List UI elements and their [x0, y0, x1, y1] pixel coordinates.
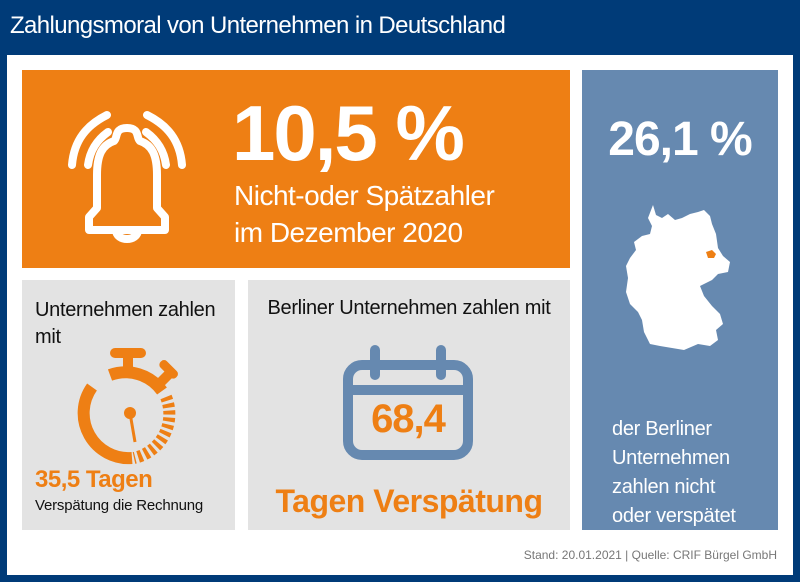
berlin-delay-footer: Tagen Verspätung	[275, 483, 543, 519]
berlin-share-card: 26,1 % der Berliner Unternehmen zahlen n…	[582, 70, 778, 530]
late-payers-label: Nicht-oder Spätzahler im Dezember 2020	[234, 177, 495, 251]
berlin-delay-value: 68,4	[371, 397, 446, 441]
berlin-share-text-line1: der Berliner	[612, 418, 712, 440]
delay-days-value: 35,5 Tagen	[35, 466, 153, 493]
delay-days-heading-line1: Unternehmen zahlen	[35, 299, 216, 321]
berlin-share-text-line3: zahlen nicht	[612, 476, 716, 498]
delay-days-heading-line2: mit	[35, 326, 61, 348]
berlin-share-value: 26,1 %	[608, 113, 752, 166]
berlin-delay-heading: Berliner Unternehmen zahlen mit	[267, 297, 551, 319]
berlin-region	[706, 250, 716, 258]
page-title: Zahlungsmoral von Unternehmen in Deutsch…	[10, 12, 506, 39]
germany-map-icon	[626, 205, 730, 350]
late-payers-label-line2: im Dezember 2020	[234, 217, 463, 248]
berlin-delay-card: Berliner Unternehmen zahlen mit 68,4 Tag…	[248, 280, 570, 530]
infographic-panel: 10,5 % Nicht-oder Spätzahler im Dezember…	[7, 55, 793, 575]
late-payers-value: 10,5 %	[232, 89, 465, 177]
late-payers-card: 10,5 % Nicht-oder Spätzahler im Dezember…	[22, 70, 570, 268]
late-payers-label-line1: Nicht-oder Spätzahler	[234, 180, 495, 211]
berlin-share-text-line2: Unternehmen	[612, 447, 730, 469]
berlin-share-text-line4: oder verspätet	[612, 505, 736, 527]
stopwatch-icon	[77, 348, 178, 465]
delay-days-subtext: Verspätung die Rechnung	[35, 497, 204, 514]
delay-days-card: Unternehmen zahlen mit 35,5 Tagen Verspä…	[22, 280, 235, 530]
bell-ringing-icon	[68, 111, 186, 243]
berlin-share-text: der Berliner Unternehmen zahlen nicht od…	[612, 415, 736, 531]
source-footnote: Stand: 20.01.2021 | Quelle: CRIF Bürgel …	[523, 548, 777, 562]
delay-days-heading: Unternehmen zahlen mit	[35, 297, 235, 351]
calendar-icon	[343, 345, 473, 460]
